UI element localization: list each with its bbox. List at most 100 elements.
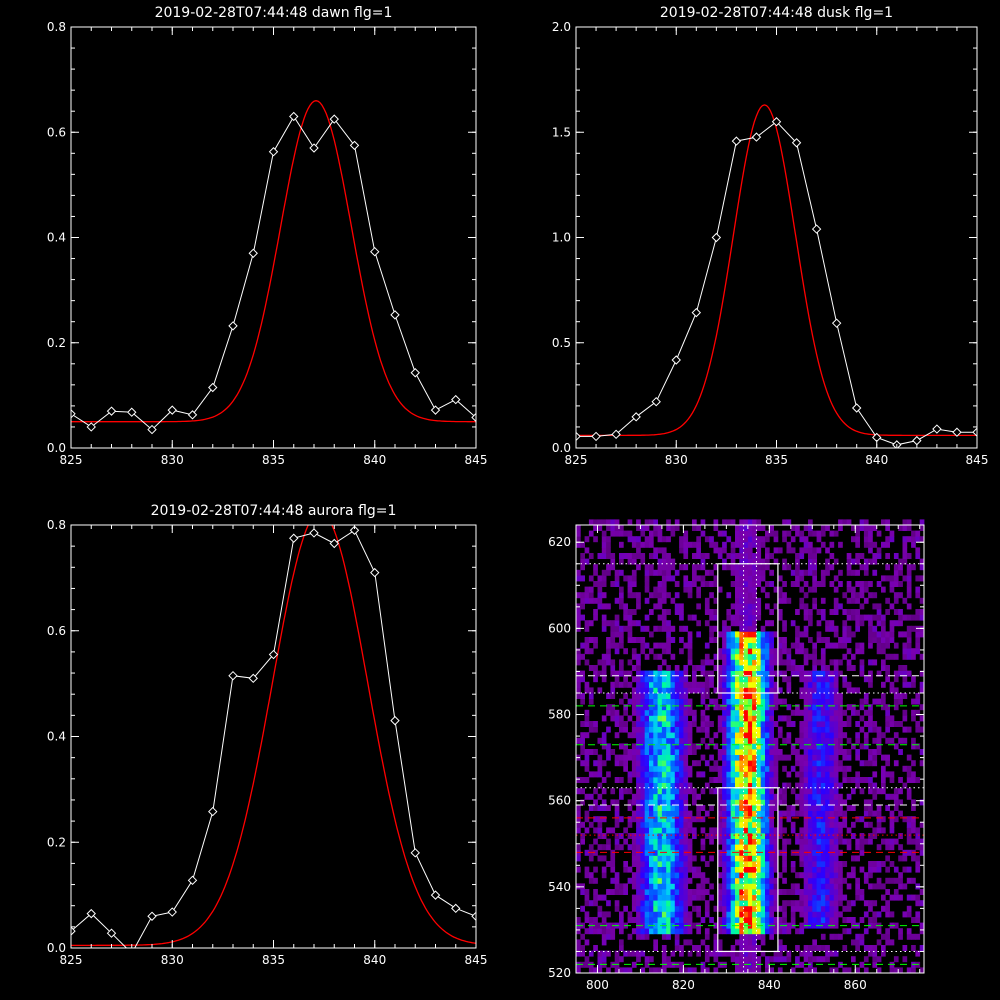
heatmap-cell <box>786 530 792 537</box>
heatmap-cell <box>722 777 727 783</box>
heatmap-cell <box>765 889 770 895</box>
heatmap-cell <box>726 609 732 615</box>
heatmap-cell <box>631 749 637 755</box>
heatmap-cell <box>687 698 693 705</box>
heatmap-cell <box>812 687 817 694</box>
heatmap-cell <box>657 603 663 610</box>
data-point <box>751 132 762 142</box>
heatmap-cell <box>730 911 736 918</box>
heatmap-cell <box>576 967 581 974</box>
heatmap-cell <box>838 911 843 918</box>
heatmap-cell <box>838 581 843 587</box>
heatmap-cell <box>700 530 706 537</box>
heatmap-cell <box>808 905 813 912</box>
heatmap-cell <box>657 900 663 907</box>
heatmap-cell <box>786 597 792 604</box>
heatmap-cell <box>773 536 779 543</box>
heatmap-cell <box>747 933 753 940</box>
heatmap-cell <box>636 603 641 610</box>
heatmap-cell <box>713 547 719 554</box>
heatmap-cell <box>627 844 633 851</box>
heatmap-cell <box>735 665 740 671</box>
heatmap-cell <box>674 698 680 705</box>
heatmap-cell <box>593 642 598 649</box>
heatmap-cell <box>803 771 809 778</box>
heatmap-cell <box>812 564 817 571</box>
heatmap-cell <box>825 743 830 750</box>
heatmap-cell <box>636 805 641 811</box>
heatmap-cell <box>717 586 723 593</box>
heatmap-cell <box>588 855 594 862</box>
heatmap-cell <box>769 765 774 772</box>
heatmap-cell <box>735 883 740 890</box>
heatmap-cell <box>683 821 689 828</box>
heatmap-cell <box>576 687 581 694</box>
heatmap-cell <box>666 698 671 705</box>
heatmap-cell <box>803 967 809 974</box>
heatmap-cell <box>735 631 740 638</box>
heatmap-cell <box>649 805 654 811</box>
heatmap-cell <box>576 945 581 951</box>
heatmap-cell <box>752 905 757 912</box>
heatmap-cell <box>679 536 684 543</box>
heatmap-cell <box>906 564 912 571</box>
heatmap-cell <box>838 833 843 839</box>
heatmap-cell <box>782 861 787 867</box>
heatmap-cell <box>593 889 598 895</box>
heatmap-cell <box>597 553 603 559</box>
heatmap-cell <box>773 760 779 767</box>
heatmap-cell <box>666 905 671 912</box>
data-point <box>86 908 96 919</box>
heatmap-cell <box>640 525 646 531</box>
heatmap-cell <box>825 872 830 879</box>
heatmap-cell <box>803 631 809 638</box>
heatmap-cell <box>906 681 912 688</box>
heatmap-cell <box>743 525 749 531</box>
heatmap-cell <box>820 665 826 671</box>
heatmap-cell <box>687 592 693 599</box>
heatmap-cell <box>610 877 616 884</box>
heatmap-cell <box>704 760 710 767</box>
data-point <box>106 928 117 938</box>
heatmap-cell <box>859 642 865 649</box>
heatmap-cell <box>915 586 921 593</box>
heatmap-cell <box>769 525 774 531</box>
heatmap-cell <box>790 581 796 587</box>
heatmap-cell <box>726 821 732 828</box>
heatmap-cell <box>773 883 779 890</box>
heatmap-cell <box>739 653 744 660</box>
heatmap-cell <box>735 855 740 862</box>
heatmap-cell <box>799 693 805 699</box>
heatmap-cell <box>593 665 598 671</box>
heatmap-cell <box>863 709 869 716</box>
heatmap-cell <box>739 905 744 912</box>
heatmap-cell <box>726 687 732 694</box>
heatmap-cell <box>739 597 744 604</box>
heatmap-cell <box>803 810 809 817</box>
heatmap-cell <box>812 788 817 795</box>
heatmap-cell <box>696 911 701 918</box>
heatmap-cell <box>825 732 830 739</box>
heatmap-cell <box>756 536 762 543</box>
heatmap-cell <box>795 704 800 711</box>
heatmap-cell <box>640 558 646 565</box>
heatmap-cell <box>717 721 723 727</box>
heatmap-cell <box>644 670 650 677</box>
heatmap-cell <box>653 592 658 599</box>
heatmap-cell <box>868 547 873 554</box>
heatmap-cell <box>773 547 779 554</box>
heatmap-cell <box>679 687 684 694</box>
heatmap-cell <box>722 519 727 526</box>
heatmap-cell <box>855 609 860 615</box>
heatmap-cell <box>765 754 770 761</box>
heatmap-cell <box>747 793 753 800</box>
heatmap-cell <box>679 821 684 828</box>
heatmap-cell <box>692 681 697 688</box>
heatmap-cell <box>799 782 805 789</box>
heatmap-cell <box>584 810 590 817</box>
heatmap-cell <box>812 889 817 895</box>
heatmap-cell <box>623 553 628 559</box>
heatmap-cell <box>863 597 869 604</box>
heatmap-cell <box>863 877 869 884</box>
heatmap-cell <box>679 799 684 806</box>
